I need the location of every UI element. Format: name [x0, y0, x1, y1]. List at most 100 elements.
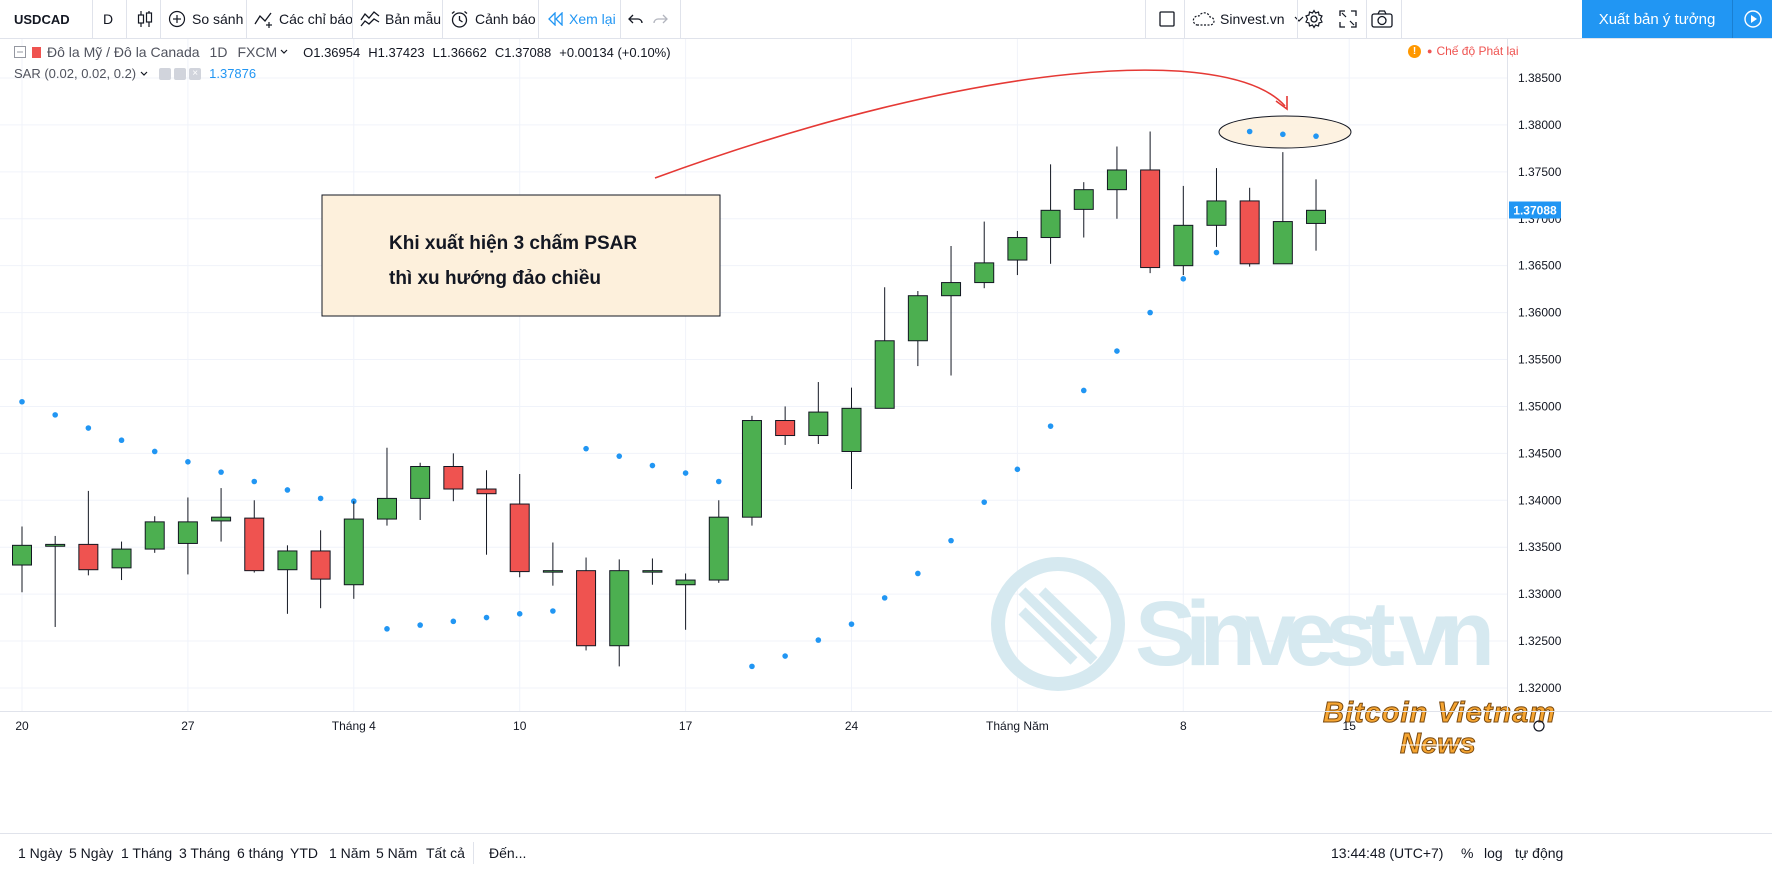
- candle[interactable]: [12, 526, 32, 593]
- warning-icon: !: [1408, 44, 1421, 58]
- candle[interactable]: [808, 382, 829, 444]
- layout-button[interactable]: [1158, 0, 1176, 38]
- interval-button[interactable]: D: [103, 0, 113, 38]
- price-axis: 1.32000 1.32500 1.33000 1.33500 1.34000 1.345…: [1507, 39, 1562, 711]
- gear-icon[interactable]: [1533, 720, 1545, 732]
- gear-icon[interactable]: [174, 67, 187, 80]
- candle[interactable]: [144, 516, 165, 553]
- candle-body: [476, 488, 497, 495]
- candle[interactable]: [45, 535, 66, 627]
- candle[interactable]: [1206, 168, 1227, 247]
- fullscreen-button[interactable]: [1339, 0, 1357, 38]
- range-button[interactable]: 1 Năm: [329, 845, 371, 861]
- candle[interactable]: [576, 557, 597, 651]
- change-value: +0.00134 (+0.10%): [559, 44, 671, 60]
- candle[interactable]: [907, 291, 928, 367]
- candle[interactable]: [1306, 179, 1327, 251]
- low-label: L: [432, 44, 440, 60]
- range-button[interactable]: YTD: [290, 845, 318, 861]
- candle[interactable]: [1140, 131, 1161, 274]
- range-button[interactable]: 5 Năm: [376, 845, 418, 861]
- replay-mode-badge[interactable]: ! ● Chế độ Phát lại: [1408, 44, 1519, 58]
- candle[interactable]: [343, 501, 364, 599]
- candle[interactable]: [1239, 187, 1260, 267]
- range-button[interactable]: 6 tháng: [237, 845, 284, 861]
- chevron-down-icon[interactable]: [139, 70, 149, 78]
- bitcoin-vietnam-logo: Bitcoin Vietnam: [1323, 697, 1555, 729]
- eye-icon[interactable]: [159, 67, 172, 80]
- chart-style-button[interactable]: [136, 0, 154, 38]
- candle[interactable]: [177, 497, 198, 575]
- price-tick-label: 1.37500: [1518, 165, 1562, 179]
- play-button[interactable]: [1732, 0, 1772, 38]
- candle[interactable]: [310, 530, 331, 609]
- auto-toggle[interactable]: tự động: [1515, 834, 1563, 872]
- candle[interactable]: [1272, 152, 1293, 265]
- indicator-title[interactable]: SAR (0.02, 0.02, 0.2): [14, 66, 137, 81]
- low-value: 1.36662: [439, 44, 487, 60]
- sar-dot: [749, 663, 755, 670]
- candle[interactable]: [111, 541, 132, 581]
- replay-button[interactable]: Xem lại: [548, 0, 616, 38]
- undo-button[interactable]: [628, 0, 644, 38]
- candle[interactable]: [244, 500, 265, 573]
- percent-toggle[interactable]: %: [1461, 834, 1473, 872]
- candle[interactable]: [443, 453, 464, 502]
- candle[interactable]: [410, 462, 431, 520]
- range-button[interactable]: 3 Tháng: [179, 845, 231, 861]
- goto-label: Đến...: [489, 845, 527, 861]
- candle[interactable]: [841, 387, 862, 490]
- candle[interactable]: [675, 573, 696, 630]
- indicators-button[interactable]: Các chỉ báo: [254, 0, 353, 38]
- sar-dot: [1213, 249, 1220, 256]
- sar-dot: [1180, 276, 1187, 282]
- candle[interactable]: [376, 447, 397, 526]
- range-button[interactable]: 5 Ngày: [69, 845, 114, 861]
- candle[interactable]: [1106, 146, 1127, 219]
- compare-button[interactable]: So sánh: [168, 0, 243, 38]
- candle[interactable]: [741, 415, 762, 526]
- collapse-icon[interactable]: [14, 46, 26, 58]
- log-toggle[interactable]: log: [1484, 834, 1503, 872]
- candle[interactable]: [211, 488, 232, 542]
- templates-button[interactable]: Bản mẫu: [360, 0, 441, 38]
- candle[interactable]: [476, 470, 497, 555]
- candle[interactable]: [277, 545, 298, 614]
- close-icon[interactable]: ×: [189, 67, 202, 80]
- clock-display[interactable]: 13:44:48 (UTC+7): [1331, 834, 1443, 872]
- high-value: 1.37423: [377, 44, 425, 60]
- symbol-title[interactable]: Đô la Mỹ / Đô la Canada: [47, 44, 200, 60]
- candle[interactable]: [974, 221, 995, 289]
- candle-body: [78, 543, 99, 571]
- publish-idea-button[interactable]: Xuất bản ý tưởng: [1582, 0, 1732, 38]
- symbol-search-button[interactable]: USDCAD: [14, 0, 70, 38]
- range-button[interactable]: 1 Ngày: [18, 845, 63, 861]
- goto-date-button[interactable]: Đến...: [489, 834, 526, 872]
- candle[interactable]: [1040, 164, 1061, 264]
- close-value: 1.37088: [504, 44, 552, 60]
- candle[interactable]: [642, 558, 663, 585]
- redo-button[interactable]: [652, 0, 668, 38]
- annotation-box[interactable]: [321, 194, 721, 317]
- candle[interactable]: [509, 474, 530, 578]
- settings-button[interactable]: [1304, 0, 1324, 38]
- chevron-down-icon[interactable]: [279, 48, 289, 56]
- candle[interactable]: [542, 542, 563, 586]
- range-button[interactable]: Tất cả: [426, 845, 465, 861]
- range-button[interactable]: 1 Tháng: [121, 845, 173, 861]
- account-menu[interactable]: Sinvest.vn: [1191, 0, 1305, 38]
- candle[interactable]: [708, 500, 729, 583]
- snapshot-button[interactable]: [1371, 0, 1393, 38]
- candle[interactable]: [1007, 230, 1028, 276]
- watermark-logo-stripes: [1018, 587, 1098, 665]
- candle[interactable]: [609, 559, 630, 667]
- time-tick-label: Tháng 4: [332, 719, 376, 733]
- candle[interactable]: [874, 287, 895, 409]
- alerts-button[interactable]: Cảnh báo: [450, 0, 536, 38]
- candle[interactable]: [775, 406, 796, 445]
- candle[interactable]: [941, 245, 962, 376]
- candle[interactable]: [78, 490, 99, 576]
- candle[interactable]: [1073, 182, 1094, 238]
- candle[interactable]: [1173, 185, 1194, 276]
